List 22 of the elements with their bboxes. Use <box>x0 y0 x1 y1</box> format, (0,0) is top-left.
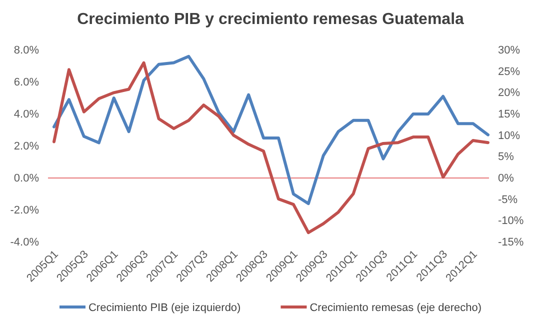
chart-title: Crecimiento PIB y crecimiento remesas Guatemala <box>77 11 464 28</box>
y2-tick-label: -15% <box>498 236 524 249</box>
y2-tick-label: 25% <box>498 66 520 78</box>
y-tick-label: 4.0% <box>14 108 40 121</box>
y2-tick-label: 5% <box>498 151 514 164</box>
y2-tick-label: 20% <box>498 87 520 100</box>
y2-tick-label: -5% <box>498 194 518 206</box>
legend-label: Crecimiento remesas (eje derecho) <box>310 302 482 314</box>
line-series <box>52 61 490 234</box>
y-tick-label: 2.0% <box>14 140 40 153</box>
y-tick-label: 0.0% <box>14 172 40 185</box>
y2-tick-label: 0% <box>498 172 514 185</box>
y-tick-label: 6.0% <box>14 76 40 89</box>
y2-tick-label: 10% <box>498 130 520 142</box>
y2-tick-label: 15% <box>498 108 520 121</box>
y-tick-label: -2.0% <box>10 204 40 217</box>
legend-label: Crecimiento PIB (eje izquierdo) <box>88 302 241 314</box>
y-tick-label: -4.0% <box>10 236 40 249</box>
y-tick-label: 8.0% <box>14 44 40 57</box>
y2-tick-label: 30% <box>498 44 520 57</box>
line-series <box>52 54 490 206</box>
y2-tick-label: -10% <box>498 215 524 228</box>
